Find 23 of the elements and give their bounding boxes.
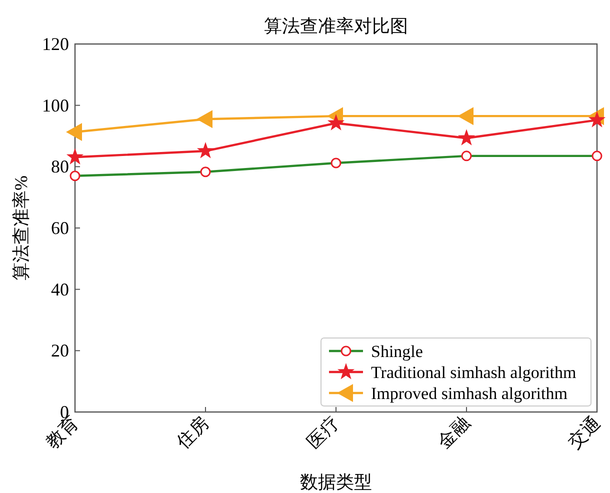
point [458, 107, 474, 126]
point [327, 114, 345, 130]
x-tick-label: 金融 [434, 412, 474, 452]
y-tick-label: 40 [51, 279, 69, 300]
x-axis-title: 数据类型 [300, 472, 372, 492]
point [458, 129, 476, 146]
point [196, 142, 214, 158]
point [66, 123, 82, 142]
y-axis-title: 算法查准率% [11, 176, 31, 280]
y-tick-label: 80 [51, 156, 69, 177]
point [196, 110, 212, 128]
legend-label: Improved simhash algorithm [371, 384, 568, 403]
point [588, 111, 606, 128]
y-tick-label: 120 [42, 34, 69, 54]
x-tick-label: 住房 [172, 412, 212, 453]
y-tick-label: 100 [42, 95, 69, 116]
legend-label: Traditional simhash algorithm [371, 363, 576, 382]
x-tick-label: 医疗 [303, 412, 343, 452]
y-tick-label: 20 [51, 340, 69, 361]
chart-title: 算法查准率对比图 [264, 16, 408, 36]
x-tick-label: 交通 [564, 412, 604, 452]
y-tick-label: 60 [51, 218, 69, 238]
legend-label: Shingle [371, 342, 423, 361]
